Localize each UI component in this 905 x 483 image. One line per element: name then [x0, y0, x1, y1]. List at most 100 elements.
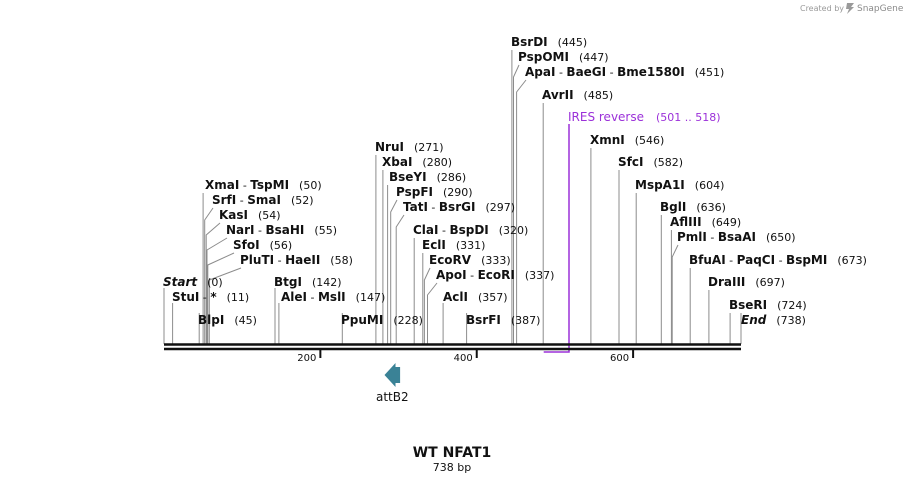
cut-position: (142) [312, 276, 342, 289]
site-label-pspfi[interactable]: PspFI (290) [396, 185, 473, 199]
site-label-ecli[interactable]: EclI (331) [422, 238, 485, 252]
enzyme-name: BsaAI [718, 230, 756, 244]
site-label-pspomi[interactable]: PspOMI (447) [518, 50, 609, 64]
separator: - [707, 231, 718, 244]
site-label-tati-bsrgi[interactable]: TatI - BsrGI (297) [403, 200, 515, 214]
leader-srfi-smai [204, 207, 214, 344]
cut-position: (271) [414, 141, 444, 154]
site-label-mspa1i[interactable]: MspA1I (604) [635, 178, 724, 192]
site-label-bseri[interactable]: BseRI (724) [729, 298, 807, 312]
site-label-btgi[interactable]: BtgI (142) [274, 275, 342, 289]
site-label-bfuai-paqci-bspmi[interactable]: BfuAI - PaqCI - BspMI (673) [689, 253, 867, 267]
site-label-srfi-smai[interactable]: SrfI - SmaI (52) [212, 193, 314, 207]
primer-range: (501 .. 518) [656, 111, 721, 124]
site-label-pluti-haeii[interactable]: PluTI - HaeII (58) [240, 253, 353, 267]
cut-position: (650) [766, 231, 796, 244]
leader-kasi [205, 222, 221, 344]
site-label-clai-bspdi[interactable]: ClaI - BspDI (320) [413, 223, 528, 237]
cut-position: (331) [456, 239, 486, 252]
enzyme-name: EcoRV [429, 253, 472, 267]
snapgene-logo-icon [846, 3, 854, 14]
plasmid-title: WT NFAT1 [413, 445, 492, 461]
site-label-bseyi[interactable]: BseYI (286) [389, 170, 466, 184]
site-label-alei-msli[interactable]: AleI - MslI (147) [281, 290, 385, 304]
site-label-nari-bsahi[interactable]: NarI - BsaHI (55) [226, 223, 337, 237]
site-label-xbai[interactable]: XbaI (280) [382, 155, 452, 169]
primer-arrow[interactable] [543, 124, 570, 353]
cut-position: (546) [635, 134, 665, 147]
site-label-nrui[interactable]: NruI (271) [375, 140, 444, 154]
site-label-sfci[interactable]: SfcI (582) [618, 155, 683, 169]
primer-layer: IRES reverse (501 .. 518) [543, 110, 721, 353]
site-label-apoi-ecori[interactable]: ApoI - EcoRI (337) [436, 268, 554, 282]
cut-position: (738) [776, 314, 806, 327]
feature-attb2-label: attB2 [376, 390, 409, 404]
leader-pspomi [513, 64, 520, 344]
enzyme-name: PspFI [396, 185, 433, 199]
cut-position: (445) [558, 36, 588, 49]
cut-position: (673) [837, 254, 867, 267]
cut-position: (286) [437, 171, 467, 184]
site-label-bgli[interactable]: BglI (636) [660, 200, 726, 214]
enzyme-name: BglI [660, 200, 686, 214]
enzyme-name: AclI [443, 290, 468, 304]
enzyme-name: BlpI [198, 313, 224, 327]
enzyme-name: TspMI [250, 178, 289, 192]
cut-position: (649) [712, 216, 742, 229]
site-label-bsrfi[interactable]: BsrFI (387) [466, 313, 540, 327]
enzyme-name: BsaHI [266, 223, 305, 237]
enzyme-name: PmlI [677, 230, 707, 244]
cut-position: (320) [499, 224, 529, 237]
site-label-kasi[interactable]: KasI (54) [219, 208, 281, 222]
cut-position: (147) [356, 291, 386, 304]
product-label: SnapGene [857, 4, 904, 14]
enzyme-name: SfcI [618, 155, 643, 169]
cut-position: (52) [291, 194, 314, 207]
enzyme-name: PaqCI [737, 253, 775, 267]
site-label-xmai-tspmi[interactable]: XmaI - TspMI (50) [205, 178, 322, 192]
site-label-sfoi[interactable]: SfoI (56) [233, 238, 292, 252]
enzyme-name: AleI [281, 290, 307, 304]
leader-apai-baegi-bme1580i [516, 79, 527, 344]
site-label-avrii[interactable]: AvrII (485) [542, 88, 613, 102]
primer-label[interactable]: IRES reverse (501 .. 518) [568, 110, 721, 124]
ruler-label-600: 600 [610, 353, 629, 364]
site-label-end[interactable]: End (738) [741, 313, 806, 327]
site-label-draiii[interactable]: DraIII (697) [708, 275, 785, 289]
site-label-acli[interactable]: AclI (357) [443, 290, 508, 304]
enzyme-name: SrfI [212, 193, 236, 207]
site-label-apai-baegi-bme1580i[interactable]: ApaI - BaeGI - Bme1580I (451) [525, 65, 724, 79]
enzyme-name: ApoI [436, 268, 467, 282]
ruler-label-400: 400 [454, 353, 473, 364]
enzyme-name: BaeGI [566, 65, 606, 79]
dna-backbone [164, 343, 741, 351]
cut-position: (280) [422, 156, 452, 169]
enzyme-name: StuI [172, 290, 199, 304]
enzyme-name: AvrII [542, 88, 574, 102]
leader-apoi-ecori [427, 282, 438, 344]
enzyme-name: BsrFI [466, 313, 501, 327]
separator: - [775, 254, 786, 267]
enzyme-name: SmaI [247, 193, 281, 207]
enzyme-name: ClaI [413, 223, 438, 237]
enzyme-name: BfuAI [689, 253, 726, 267]
site-label-bsrdi[interactable]: BsrDI (445) [511, 35, 587, 49]
site-label-afliii[interactable]: AflIII (649) [670, 215, 741, 229]
site-label-ppumi[interactable]: PpuMI (228) [341, 313, 423, 327]
enzyme-name: * [210, 290, 217, 304]
cut-position: (56) [270, 239, 293, 252]
enzyme-name: EclI [422, 238, 446, 252]
site-label-start[interactable]: Start (0) [163, 275, 223, 289]
enzyme-name: End [741, 313, 767, 327]
leader-nari-bsahi [206, 237, 228, 344]
enzyme-name: BtgI [274, 275, 302, 289]
site-label-stui[interactable]: StuI - * (11) [172, 290, 249, 304]
site-label-blpi[interactable]: BlpI (45) [198, 313, 257, 327]
leader-pluti-haeii [208, 267, 242, 344]
cut-position: (636) [696, 201, 726, 214]
feature-attb2-arrow[interactable] [384, 363, 401, 387]
site-label-xmni[interactable]: XmnI (546) [590, 133, 664, 147]
site-label-ecorv[interactable]: EcoRV (333) [429, 253, 511, 267]
site-label-pmli-bsaai[interactable]: PmlI - BsaAI (650) [677, 230, 796, 244]
